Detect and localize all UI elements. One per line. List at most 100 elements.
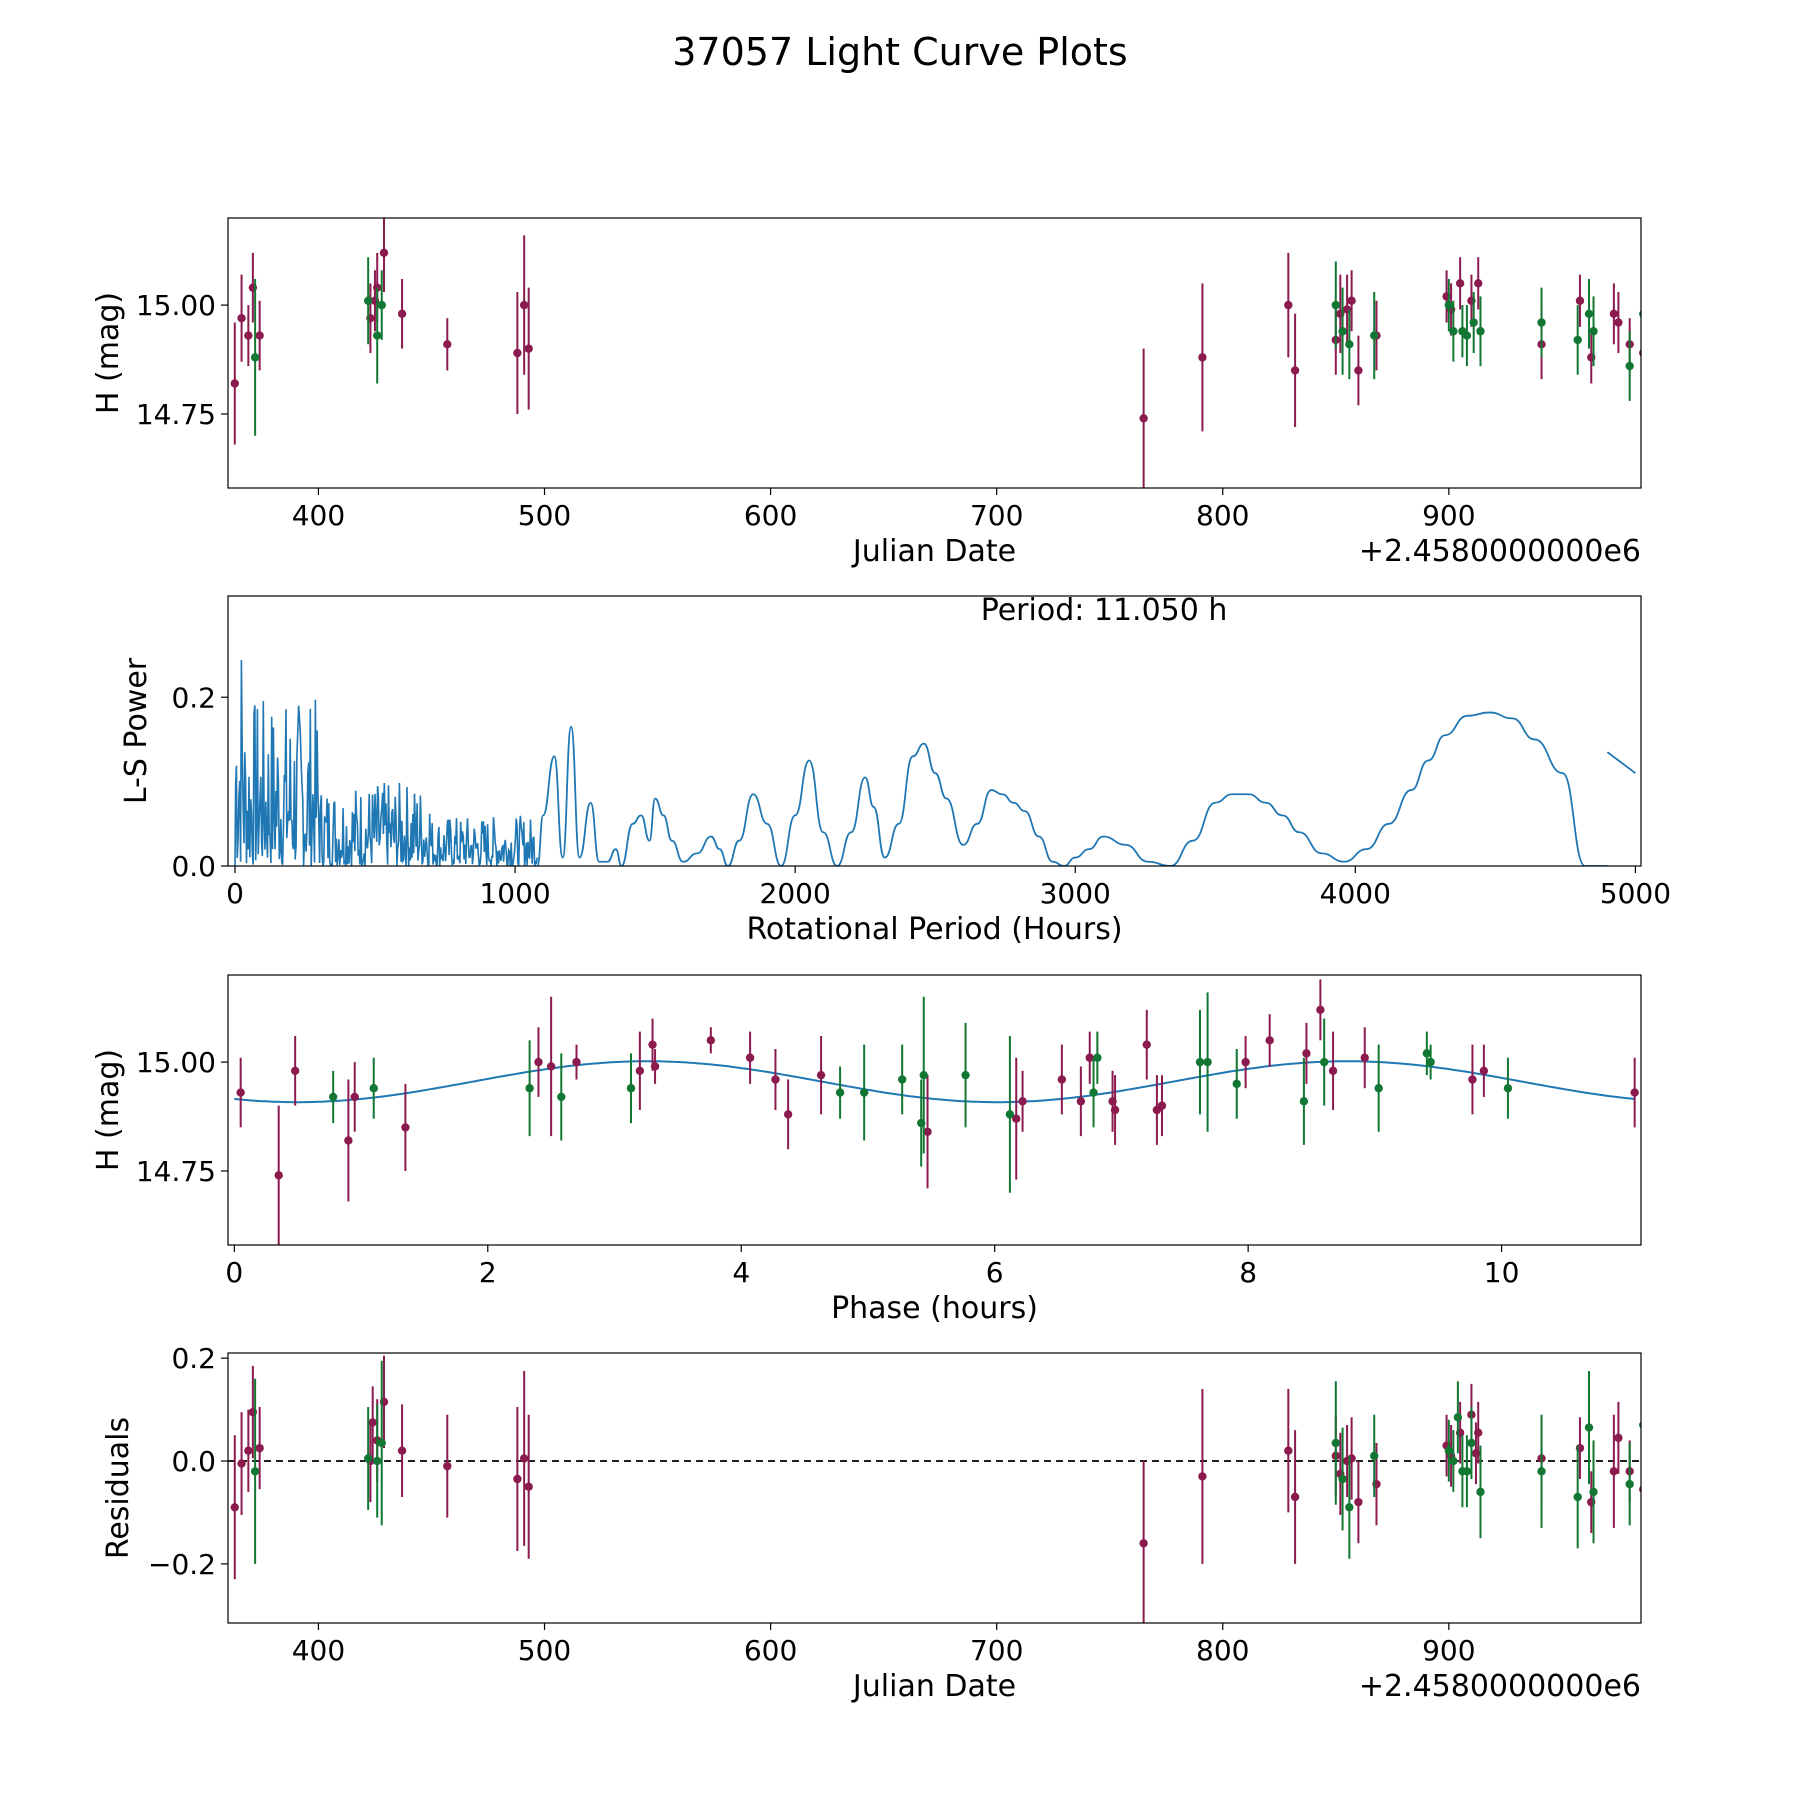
data-point-green	[328, 1092, 338, 1102]
data-point-magenta	[237, 313, 246, 323]
data-point-magenta	[1354, 366, 1363, 375]
x-axis-label: Rotational Period (Hours)	[746, 912, 1122, 947]
data-point-magenta	[350, 1092, 359, 1102]
x-offset-text: +2.4580000000e6	[1359, 534, 1641, 569]
x-tick-label: 1000	[479, 877, 550, 910]
data-point-green	[1203, 1057, 1212, 1067]
data-point-green	[859, 1088, 869, 1097]
y-tick-label: 14.75	[136, 1155, 216, 1188]
data-point-green	[1449, 1456, 1458, 1466]
data-point-green	[1005, 1110, 1015, 1119]
data-point-magenta	[1474, 1428, 1483, 1437]
data-point-green	[1345, 1503, 1354, 1512]
x-tick-label: 600	[744, 499, 797, 532]
plot-area	[228, 1355, 1641, 1623]
periodogram-noise-line	[234, 660, 538, 866]
data-point-magenta	[1290, 366, 1300, 375]
data-point-magenta	[244, 1446, 253, 1455]
panel-residuals: 400 500 600 700 800 900 0.2 0.0 −0.2 Julian Date R…	[101, 1342, 1642, 1704]
x-axis-label: Phase (hours)	[831, 1291, 1038, 1326]
data-point-magenta	[513, 348, 522, 358]
data-point-magenta	[443, 340, 452, 349]
y-tick-label: 0.0	[171, 1445, 216, 1478]
x-tick-label: 10	[1484, 1256, 1520, 1289]
data-point-green	[1503, 1084, 1513, 1093]
data-point-magenta	[1302, 1049, 1311, 1058]
axes-frame	[227, 595, 1642, 867]
data-point-magenta	[534, 1057, 543, 1067]
x-tick-label: 900	[1422, 499, 1475, 532]
data-point-green	[1584, 309, 1594, 319]
data-point-green	[1319, 1057, 1329, 1067]
data-point-green	[626, 1084, 636, 1093]
data-point-magenta	[401, 1123, 410, 1132]
data-point-magenta	[1157, 1101, 1167, 1110]
data-point-magenta	[1085, 1053, 1094, 1062]
y-axis-label: H (mag)	[91, 1049, 126, 1171]
data-point-magenta	[524, 344, 533, 353]
data-point-magenta	[344, 1136, 353, 1145]
data-point-magenta	[1316, 1005, 1325, 1015]
data-point-magenta	[244, 331, 253, 340]
panel-periodogram: 0 1000 2000 3000 4000 5000 0.0 0.2 Rotational Pe…	[119, 593, 1671, 947]
data-point-magenta	[1614, 1433, 1623, 1443]
data-point-magenta	[397, 309, 407, 319]
x-tick-label: 500	[518, 1634, 571, 1667]
data-point-magenta	[650, 1062, 660, 1071]
data-point-magenta	[379, 248, 389, 258]
data-point-green	[1573, 1492, 1582, 1502]
data-point-green	[1462, 1467, 1472, 1476]
data-point-magenta	[1241, 1057, 1250, 1067]
data-point-green	[1370, 331, 1379, 340]
period-annotation: Period: 11.050 h	[981, 593, 1228, 628]
data-point-magenta	[546, 1062, 556, 1071]
data-point-green	[1476, 1487, 1485, 1497]
y-tick-label: 0.2	[171, 1342, 216, 1375]
data-point-green	[250, 1467, 260, 1476]
y-tick-label: 15.00	[136, 1046, 216, 1079]
model-fit-curve	[234, 1060, 1635, 1104]
data-point-magenta	[923, 1127, 932, 1136]
data-point-magenta	[1328, 1066, 1338, 1076]
data-point-magenta	[368, 1418, 377, 1427]
y-axis-label: H (mag)	[91, 292, 126, 414]
data-point-magenta	[1360, 1053, 1369, 1062]
y-tick-label: 15.00	[136, 289, 216, 322]
data-point-green	[525, 1084, 534, 1093]
data-point-magenta	[1076, 1097, 1086, 1106]
data-point-green	[1232, 1079, 1241, 1089]
x-tick-label: 0	[226, 877, 244, 910]
data-point-magenta	[1614, 318, 1623, 327]
data-point-magenta	[1455, 279, 1465, 288]
x-tick-label: 4000	[1320, 877, 1391, 910]
data-point-green	[1331, 1438, 1340, 1448]
data-point-magenta	[1347, 296, 1356, 305]
x-tick-label: 6	[986, 1256, 1004, 1289]
axes-frame	[227, 1352, 1642, 1624]
data-point-green	[1370, 1451, 1379, 1461]
y-tick-label: 0.0	[171, 850, 216, 883]
x-tick-label: 700	[970, 499, 1023, 532]
data-point-magenta	[1012, 1114, 1021, 1123]
data-point-green	[1422, 1049, 1432, 1058]
x-offset-text: +2.4580000000e6	[1359, 1669, 1641, 1704]
data-point-green	[1584, 1423, 1594, 1432]
data-point-green	[1338, 327, 1347, 336]
data-point-magenta	[1198, 353, 1207, 362]
plot-area	[234, 660, 1636, 866]
x-tick-label: 0	[225, 1256, 243, 1289]
x-axis-label: Julian Date	[851, 1669, 1016, 1704]
data-point-magenta	[1474, 279, 1483, 288]
data-point-magenta	[783, 1110, 793, 1119]
x-tick-label: 800	[1196, 499, 1249, 532]
x-tick-label: 5000	[1600, 877, 1671, 910]
data-point-green	[1345, 340, 1354, 349]
data-point-magenta	[1018, 1097, 1027, 1106]
data-point-green	[1625, 361, 1634, 371]
data-point-green	[369, 1084, 378, 1093]
data-point-magenta	[236, 1088, 245, 1097]
data-point-green	[1089, 1088, 1098, 1097]
